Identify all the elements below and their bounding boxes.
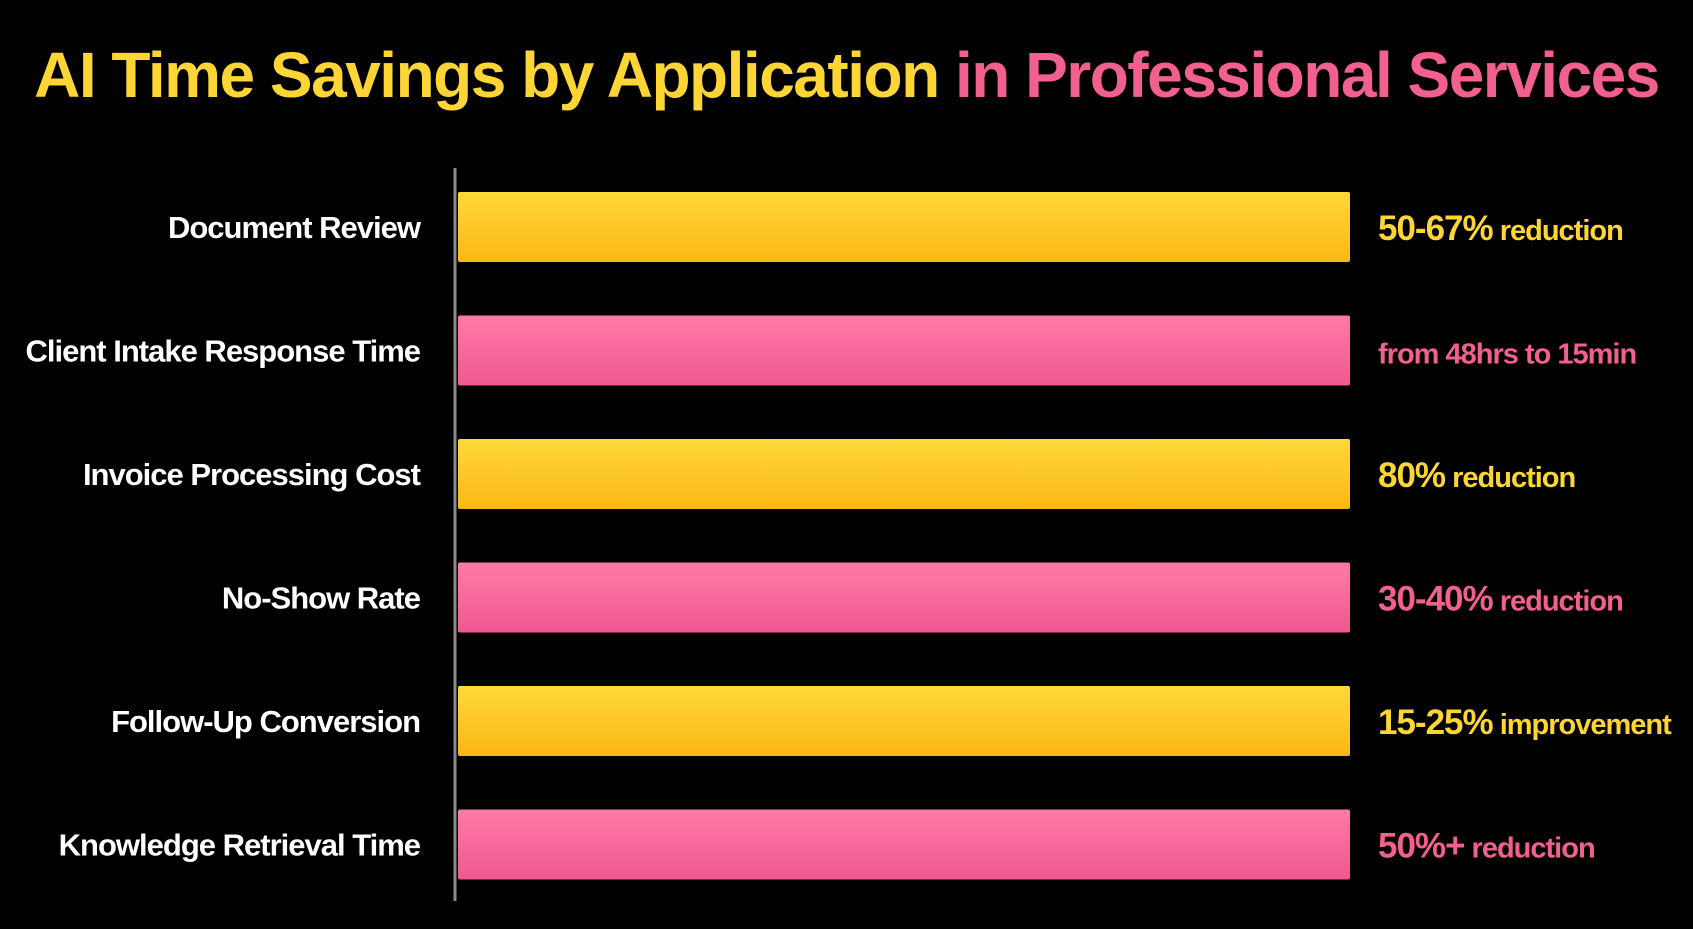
value-label-0: 50-67% reduction (1378, 209, 1623, 248)
value-label-suffix-5: reduction (1465, 833, 1595, 865)
value-label-main-2: 80% (1378, 456, 1446, 495)
chart-title-part2: in Professional Services (954, 39, 1660, 111)
value-label-1: from 48hrs to 15min (1378, 339, 1636, 371)
bar-0 (458, 192, 1350, 262)
value-label-suffix-3: reduction (1493, 586, 1623, 618)
value-label-suffix-4: improvement (1493, 709, 1672, 741)
chart-title-part1: AI Time Savings by Application (34, 39, 940, 111)
category-label-3: No-Show Rate (222, 581, 421, 616)
category-label-4: Follow-Up Conversion (111, 704, 420, 739)
category-label-5: Knowledge Retrieval Time (59, 828, 421, 863)
bar-4 (458, 686, 1350, 756)
value-label-main-4: 15-25% (1378, 703, 1494, 742)
value-label-2: 80% reduction (1378, 456, 1575, 495)
value-label-5: 50%+ reduction (1378, 827, 1595, 866)
value-label-suffix-2: reduction (1445, 462, 1575, 494)
bar-2 (458, 439, 1350, 509)
value-label-3: 30-40% reduction (1378, 580, 1623, 619)
value-label-main-5: 50%+ (1378, 827, 1465, 866)
value-label-4: 15-25% improvement (1378, 703, 1672, 742)
category-label-2: Invoice Processing Cost (83, 457, 421, 492)
category-label-1: Client Intake Response Time (26, 334, 421, 369)
bar-1 (458, 315, 1350, 386)
value-label-main-0: 50-67% (1378, 209, 1494, 248)
bar-5 (458, 809, 1350, 880)
category-label-0: Document Review (168, 210, 422, 245)
chart-title: AI Time Savings by Application in Profes… (0, 38, 1693, 112)
value-label-suffix-1: from 48hrs to 15min (1378, 339, 1636, 371)
value-label-main-3: 30-40% (1378, 580, 1494, 619)
bar-3 (458, 562, 1350, 633)
value-label-suffix-0: reduction (1493, 215, 1623, 247)
